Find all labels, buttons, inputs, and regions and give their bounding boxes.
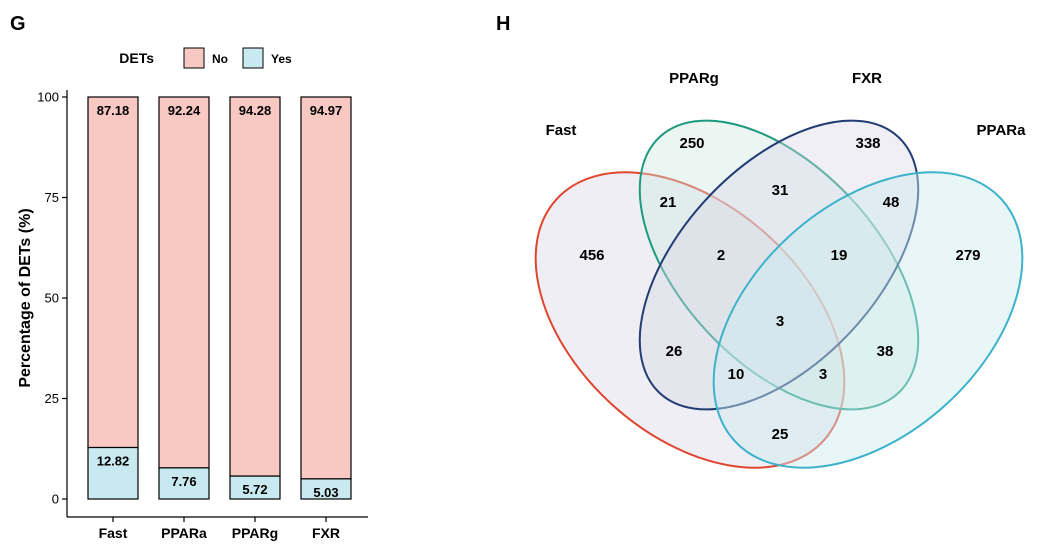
y-tick-label: 75 — [45, 190, 59, 205]
venn-set-ppara — [712, 171, 1024, 469]
bar-label-no-fast: 87.18 — [97, 103, 130, 118]
bar-label-yes-ppara: 7.76 — [171, 474, 196, 489]
bar-label-yes-fxr: 5.03 — [313, 485, 338, 500]
venn-label-pparg: PPARg — [669, 70, 719, 87]
venn-count-fast-pparg-ppara: 3 — [819, 366, 827, 383]
venn-count-fast-only: 456 — [579, 247, 604, 264]
panel-label-g: G — [10, 13, 26, 35]
bar-no-fast — [87, 96, 139, 449]
y-tick-label: 0 — [52, 492, 59, 507]
venn-counts-layer: 456 250 338 279 21 31 48 2 19 3 26 38 10… — [579, 135, 980, 443]
bar-yes-ppara — [158, 467, 210, 500]
bar-label-yes-fast: 12.82 — [97, 453, 130, 468]
legend-label-yes: Yes — [271, 52, 292, 66]
venn-label-ppara: PPARa — [977, 122, 1027, 139]
legend-swatch-yes — [242, 47, 264, 69]
venn-count-fast-ppara: 25 — [772, 426, 789, 443]
stacked-bar-chart: DETs No Yes Percentage of DETs (%) 0 25 50… — [17, 47, 368, 541]
venn-count-fast-fxr-ppara: 10 — [728, 366, 745, 383]
x-tick-label-fxr: FXR — [312, 525, 340, 541]
y-tick-label: 100 — [37, 90, 59, 105]
venn-count-pparg-fxr: 31 — [772, 182, 789, 199]
venn-count-pparg-ppara: 38 — [877, 343, 894, 360]
venn-count-fxr-ppara: 48 — [883, 194, 900, 211]
venn-set-pparg — [638, 119, 920, 411]
venn-count-fxr-only: 338 — [855, 135, 880, 152]
y-axis-title: Percentage of DETs (%) — [17, 208, 34, 387]
venn-count-fast-pparg: 21 — [660, 194, 677, 211]
venn-count-ppara-only: 279 — [955, 247, 980, 264]
x-tick-label-ppara: PPARa — [161, 525, 207, 541]
venn-count-all: 3 — [776, 313, 784, 330]
bar-no-ppara — [158, 96, 210, 469]
venn-count-pparg-fxr-ppara: 19 — [831, 247, 848, 264]
venn-set-fxr — [638, 119, 920, 411]
x-tick-label-pparg: PPARg — [232, 525, 278, 541]
legend-swatch-no — [183, 47, 205, 69]
panel-label-h: H — [496, 13, 510, 35]
bar-label-yes-pparg: 5.72 — [242, 482, 267, 497]
legend-title: DETs — [119, 50, 154, 66]
venn-count-fast-pparg-fxr: 2 — [717, 247, 725, 264]
legend-label-no: No — [212, 52, 228, 66]
bar-label-no-ppara: 92.24 — [168, 103, 201, 118]
bar-no-fxr — [300, 96, 352, 480]
bar-yes-fast — [87, 446, 139, 500]
y-tick-label: 25 — [45, 391, 59, 406]
x-tick-label-fast: Fast — [99, 525, 128, 541]
venn-label-fxr: FXR — [852, 70, 882, 87]
bar-no-pparg — [229, 96, 281, 477]
venn-label-fast: Fast — [546, 122, 577, 139]
venn-count-fast-fxr: 26 — [666, 343, 683, 360]
venn-count-pparg-only: 250 — [679, 135, 704, 152]
y-tick-label: 50 — [45, 291, 59, 306]
venn-diagram: Fast PPARg FXR PPARa 456 250 338 279 21 … — [534, 70, 1027, 469]
bars-layer: 0 25 50 75 100 87.18 12.82 Fast 92.24 7.76 PPARa 94… — [37, 90, 352, 541]
bar-label-no-pparg: 94.28 — [239, 103, 272, 118]
bar-label-no-fxr: 94.97 — [310, 103, 343, 118]
